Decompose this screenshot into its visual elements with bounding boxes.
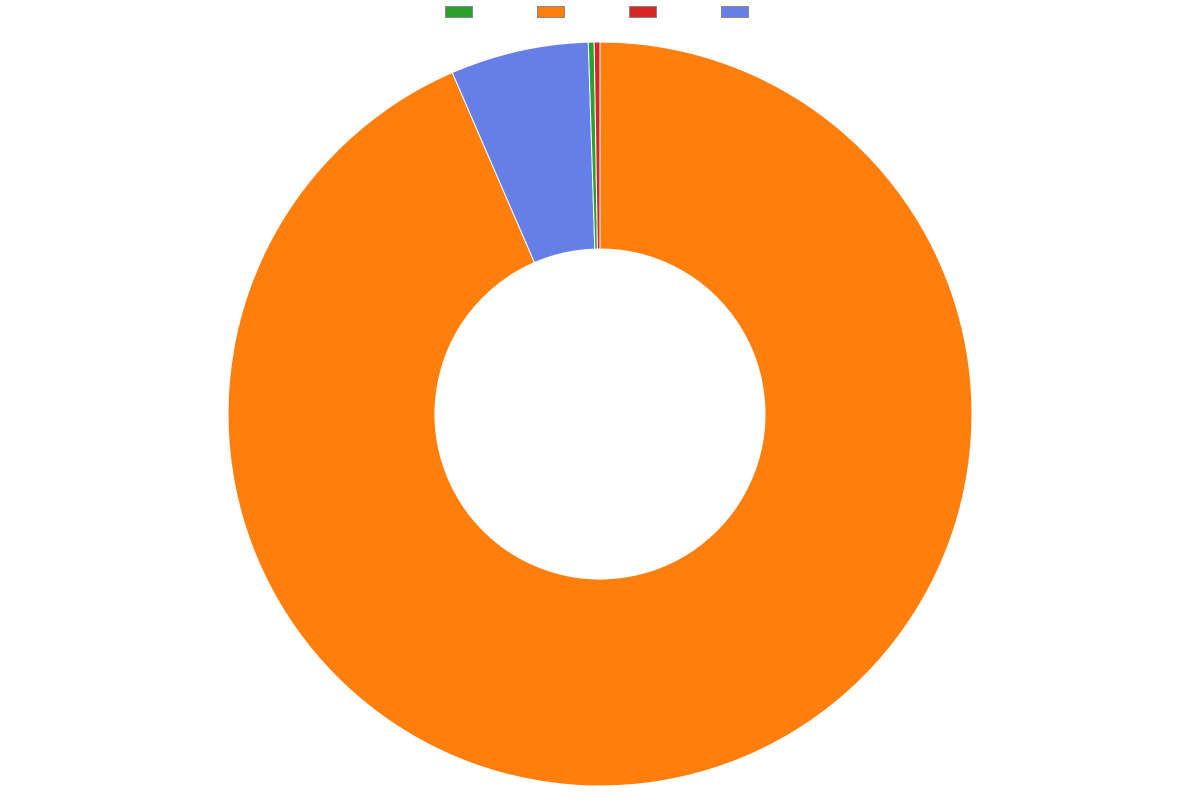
legend (0, 6, 1200, 18)
legend-item-2 (629, 6, 663, 18)
donut-stage (0, 28, 1200, 800)
donut-chart-container (0, 0, 1200, 800)
legend-item-0 (445, 6, 479, 18)
legend-swatch-icon (445, 6, 473, 18)
legend-item-1 (537, 6, 571, 18)
donut-svg (226, 40, 974, 788)
legend-swatch-icon (537, 6, 565, 18)
legend-swatch-icon (629, 6, 657, 18)
legend-swatch-icon (721, 6, 749, 18)
legend-item-3 (721, 6, 755, 18)
